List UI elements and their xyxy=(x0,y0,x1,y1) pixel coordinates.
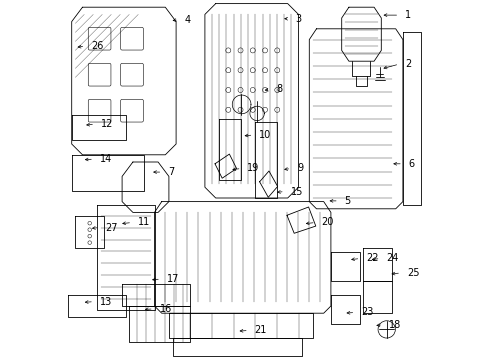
Text: 24: 24 xyxy=(386,253,398,264)
Text: 10: 10 xyxy=(259,130,271,140)
Text: 11: 11 xyxy=(138,217,150,228)
Text: 13: 13 xyxy=(100,297,112,307)
Text: 3: 3 xyxy=(295,14,301,24)
Text: 19: 19 xyxy=(247,163,259,174)
Text: 9: 9 xyxy=(296,163,303,174)
Text: 22: 22 xyxy=(366,253,378,264)
Text: 8: 8 xyxy=(276,84,282,94)
Text: 6: 6 xyxy=(408,159,414,169)
Text: 21: 21 xyxy=(254,325,266,336)
Text: 18: 18 xyxy=(388,320,400,330)
Text: 1: 1 xyxy=(404,10,410,20)
Text: 5: 5 xyxy=(344,196,350,206)
Text: 23: 23 xyxy=(361,307,373,318)
Text: 2: 2 xyxy=(404,59,410,69)
Text: 27: 27 xyxy=(105,222,118,233)
Text: 14: 14 xyxy=(100,154,112,164)
Text: 15: 15 xyxy=(290,186,303,197)
Text: 12: 12 xyxy=(101,119,113,129)
Text: 26: 26 xyxy=(91,41,103,51)
Text: 25: 25 xyxy=(406,268,419,278)
Text: 20: 20 xyxy=(321,217,333,228)
Text: 7: 7 xyxy=(168,167,174,177)
Text: 17: 17 xyxy=(166,274,179,284)
Text: 4: 4 xyxy=(184,15,190,25)
Text: 16: 16 xyxy=(159,304,171,314)
